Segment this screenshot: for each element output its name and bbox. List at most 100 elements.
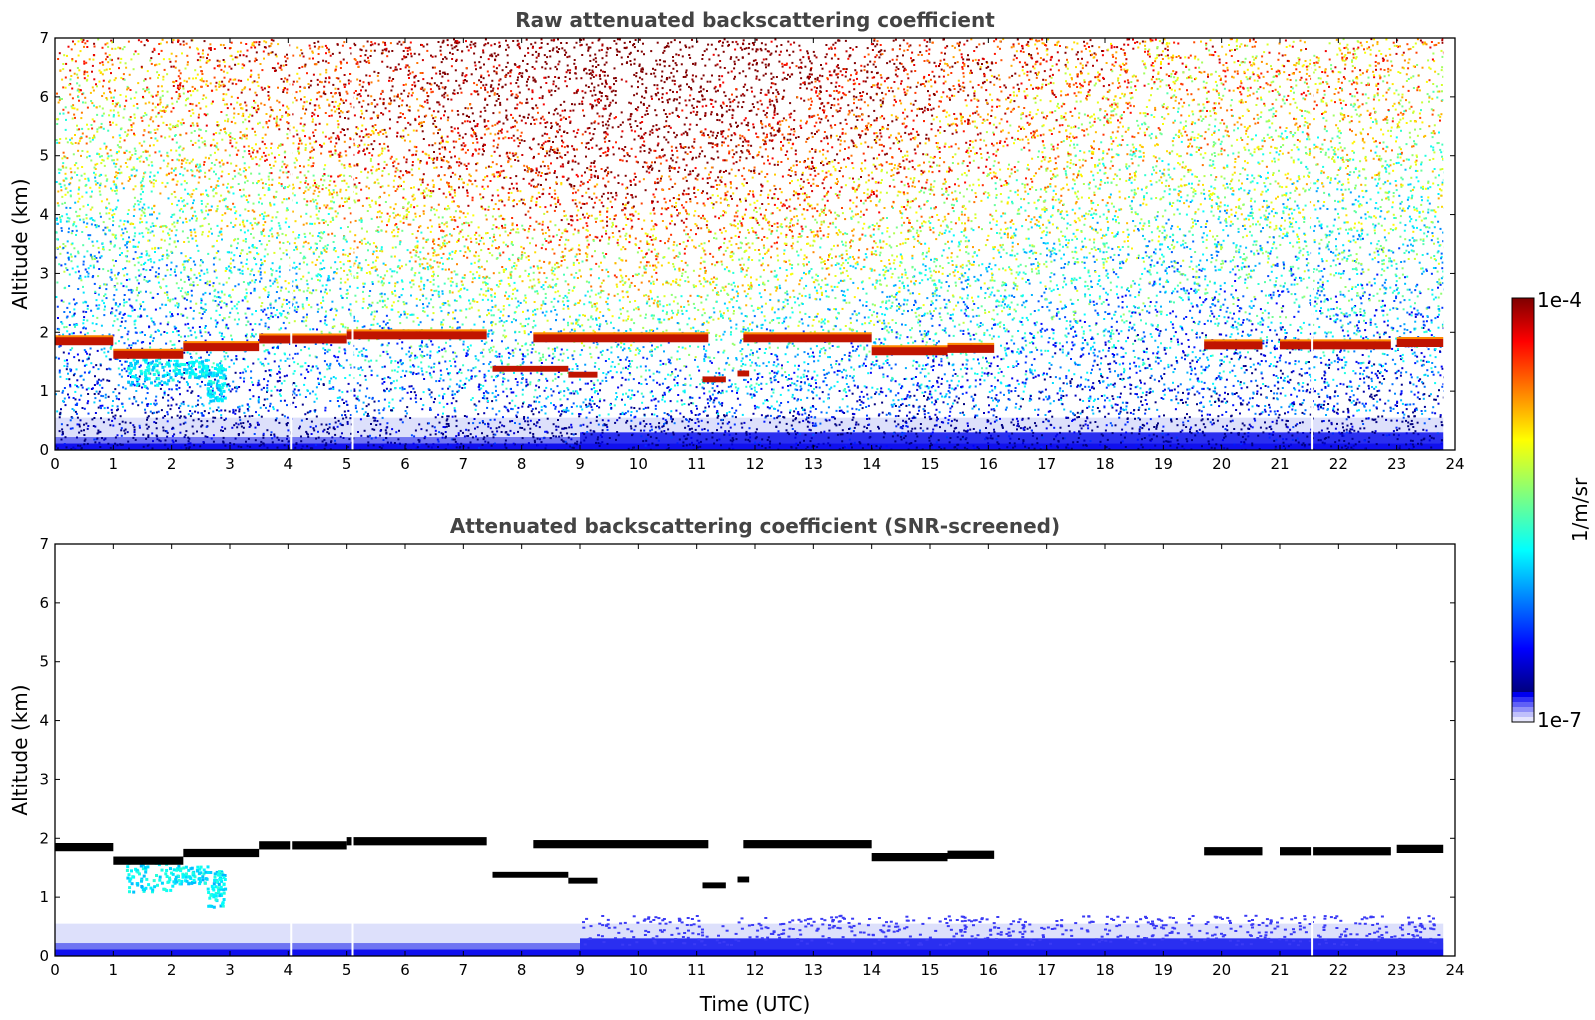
backscatter-pixel bbox=[470, 221, 473, 224]
backscatter-pixel bbox=[930, 433, 933, 436]
backscatter-pixel bbox=[270, 142, 273, 145]
backscatter-pixel bbox=[943, 161, 946, 164]
backscatter-pixel bbox=[62, 389, 65, 392]
backscatter-pixel bbox=[1008, 391, 1010, 394]
backscatter-pixel bbox=[624, 216, 627, 219]
backscatter-pixel bbox=[625, 421, 628, 424]
backscatter-pixel bbox=[789, 409, 792, 412]
backscatter-pixel bbox=[1231, 285, 1234, 287]
backscatter-pixel bbox=[921, 315, 924, 317]
backscatter-pixel bbox=[605, 54, 608, 57]
backscatter-pixel bbox=[895, 118, 898, 121]
backscatter-pixel bbox=[454, 155, 456, 158]
backscatter-pixel bbox=[443, 393, 446, 395]
backscatter-pixel bbox=[1072, 163, 1075, 166]
backscatter-pixel bbox=[807, 416, 810, 419]
backscatter-pixel bbox=[1415, 163, 1417, 166]
backscatter-pixel bbox=[876, 222, 878, 225]
backscatter-pixel bbox=[326, 123, 329, 126]
backscatter-pixel bbox=[1359, 308, 1362, 310]
backscatter-pixel bbox=[808, 316, 811, 318]
backscatter-pixel bbox=[645, 439, 648, 442]
backscatter-pixel bbox=[1163, 367, 1166, 370]
backscatter-pixel bbox=[455, 60, 458, 62]
backscatter-pixel bbox=[475, 375, 478, 377]
backscatter-pixel bbox=[438, 360, 441, 363]
backscatter-pixel bbox=[836, 369, 839, 372]
backscatter-pixel bbox=[1045, 44, 1048, 47]
backscatter-pixel bbox=[697, 329, 700, 332]
backscatter-pixel bbox=[1137, 228, 1139, 230]
backscatter-pixel bbox=[1213, 296, 1216, 299]
backscatter-pixel bbox=[1235, 45, 1238, 47]
backscatter-pixel bbox=[1339, 166, 1342, 169]
backscatter-pixel bbox=[944, 229, 947, 232]
backscatter-pixel bbox=[1284, 394, 1287, 397]
backscatter-pixel bbox=[1281, 64, 1284, 67]
backscatter-pixel bbox=[358, 135, 361, 138]
backscatter-pixel bbox=[566, 398, 569, 401]
backscatter-pixel bbox=[195, 77, 197, 80]
backscatter-pixel bbox=[1272, 263, 1275, 266]
backscatter-pixel bbox=[553, 355, 556, 358]
backscatter-pixel bbox=[131, 306, 134, 309]
backscatter-pixel bbox=[533, 185, 535, 188]
backscatter-pixel bbox=[1299, 125, 1301, 128]
backscatter-pixel bbox=[1288, 362, 1291, 365]
backscatter-pixel bbox=[312, 192, 315, 195]
backscatter-pixel bbox=[493, 92, 496, 95]
backscatter-pixel bbox=[1225, 182, 1228, 185]
backscatter-pixel bbox=[102, 246, 105, 248]
backscatter-pixel bbox=[1325, 81, 1328, 83]
backscatter-pixel bbox=[580, 275, 582, 278]
backscatter-pixel bbox=[1225, 62, 1228, 64]
backscatter-pixel bbox=[686, 132, 689, 135]
backscatter-pixel bbox=[956, 200, 958, 203]
backscatter-pixel bbox=[251, 227, 254, 230]
backscatter-pixel bbox=[1201, 414, 1203, 417]
backscatter-pixel bbox=[645, 271, 647, 274]
backscatter-pixel bbox=[410, 268, 413, 271]
backscatter-pixel bbox=[916, 382, 919, 385]
backscatter-pixel bbox=[134, 174, 137, 177]
backscatter-pixel bbox=[1163, 229, 1166, 232]
backscatter-pixel bbox=[459, 379, 462, 382]
backscatter-pixel bbox=[1143, 424, 1146, 427]
backscatter-pixel bbox=[1187, 296, 1190, 299]
backscatter-pixel bbox=[120, 282, 123, 285]
backscatter-pixel bbox=[451, 390, 454, 393]
backscatter-pixel bbox=[1222, 69, 1225, 72]
backscatter-pixel bbox=[1389, 164, 1392, 167]
backscatter-pixel bbox=[621, 130, 624, 133]
backscatter-pixel bbox=[1027, 417, 1030, 420]
backscatter-pixel bbox=[1177, 385, 1180, 388]
backscatter-pixel bbox=[802, 56, 805, 59]
backscatter-pixel bbox=[397, 228, 400, 231]
backscatter-pixel bbox=[140, 144, 143, 147]
backscatter-pixel bbox=[467, 369, 470, 372]
backscatter-pixel bbox=[995, 438, 998, 441]
backscatter-pixel bbox=[1291, 434, 1294, 437]
backscatter-pixel bbox=[484, 277, 487, 280]
backscatter-pixel bbox=[1205, 246, 1208, 249]
backscatter-pixel bbox=[872, 84, 875, 87]
backscatter-pixel bbox=[514, 404, 517, 407]
backscatter-pixel bbox=[340, 110, 342, 112]
backscatter-pixel bbox=[1099, 119, 1102, 122]
backscatter-pixel bbox=[1205, 334, 1207, 337]
backscatter-pixel bbox=[1441, 143, 1444, 146]
backscatter-pixel bbox=[549, 220, 552, 223]
backscatter-pixel bbox=[449, 325, 451, 328]
backscatter-pixel bbox=[841, 411, 844, 414]
backscatter-pixel bbox=[834, 226, 837, 229]
backscatter-pixel bbox=[645, 264, 648, 267]
backscatter-pixel bbox=[133, 53, 135, 56]
backscatter-pixel bbox=[1270, 68, 1273, 70]
backscatter-pixel bbox=[385, 47, 388, 50]
backscatter-pixel bbox=[1200, 135, 1203, 138]
backscatter-pixel bbox=[1308, 138, 1311, 141]
backscatter-pixel bbox=[369, 158, 372, 160]
backscatter-pixel bbox=[324, 409, 327, 412]
backscatter-pixel bbox=[67, 45, 70, 48]
backscatter-pixel bbox=[502, 324, 504, 327]
